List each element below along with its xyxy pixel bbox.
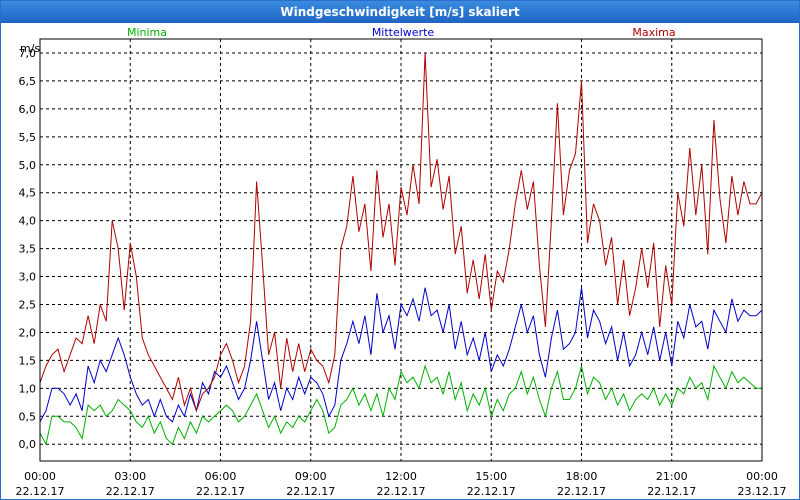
x-tick-time: 18:00 — [566, 470, 598, 483]
x-tick-date: 22.12.17 — [557, 485, 606, 498]
legend-minima: Minima — [127, 26, 167, 39]
x-tick-date: 22.12.17 — [467, 485, 516, 498]
x-tick-time: 15:00 — [475, 470, 507, 483]
x-tick-time: 09:00 — [295, 470, 327, 483]
y-tick-label: 7,0 — [19, 47, 37, 60]
y-tick-label: 1,0 — [19, 382, 37, 395]
series-line-maxima — [39, 52, 763, 413]
y-tick-label: 1,5 — [19, 354, 37, 367]
window-title: Windgeschwindigkeit [m/s] skaliert — [1, 1, 799, 23]
y-tick-label: 0,0 — [19, 438, 37, 451]
x-tick-date: 22.12.17 — [16, 485, 65, 498]
series-line-minima — [39, 364, 762, 446]
x-tick-time: 00:00 — [24, 470, 56, 483]
x-tick-time: 00:00 — [746, 470, 778, 483]
legend-maxima: Maxima — [632, 26, 675, 39]
legend-mittelwerte: Mittelwerte — [372, 26, 435, 39]
y-tick-label: 4,0 — [19, 215, 37, 228]
x-tick-date: 23.12.17 — [738, 485, 787, 498]
x-tick-date: 22.12.17 — [647, 485, 696, 498]
y-tick-label: 5,0 — [19, 159, 37, 172]
x-tick-time: 21:00 — [656, 470, 688, 483]
x-tick-time: 03:00 — [114, 470, 146, 483]
x-tick-time: 06:00 — [205, 470, 237, 483]
x-tick-date: 22.12.17 — [286, 485, 335, 498]
y-tick-label: 2,0 — [19, 326, 37, 339]
y-tick-label: 6,0 — [19, 103, 37, 116]
y-tick-label: 6,5 — [19, 75, 37, 88]
x-tick-date: 22.12.17 — [196, 485, 245, 498]
series-line-mittelwerte — [39, 287, 763, 423]
legend: Minima Mittelwerte Maxima — [127, 26, 676, 39]
series-lines — [39, 52, 763, 446]
x-tick-time: 12:00 — [385, 470, 417, 483]
y-tick-label: 4,5 — [19, 187, 37, 200]
y-tick-label: 3,0 — [19, 271, 37, 284]
plot-border — [39, 38, 763, 462]
y-tick-label: 0,5 — [19, 410, 37, 423]
axis-ticks: 0,0 0,5 1,0 1,5 2,0 2,5 3,0 3,5 4,0 4,5 5,0 5,5 6,0 6… — [16, 47, 787, 498]
x-tick-date: 22.12.17 — [106, 485, 155, 498]
y-tick-label: 2,5 — [19, 298, 37, 311]
y-tick-label: 3,5 — [19, 243, 37, 256]
y-axis-label: m/s — [20, 42, 40, 55]
y-tick-label: 5,5 — [19, 131, 37, 144]
x-tick-date: 22.12.17 — [377, 485, 426, 498]
